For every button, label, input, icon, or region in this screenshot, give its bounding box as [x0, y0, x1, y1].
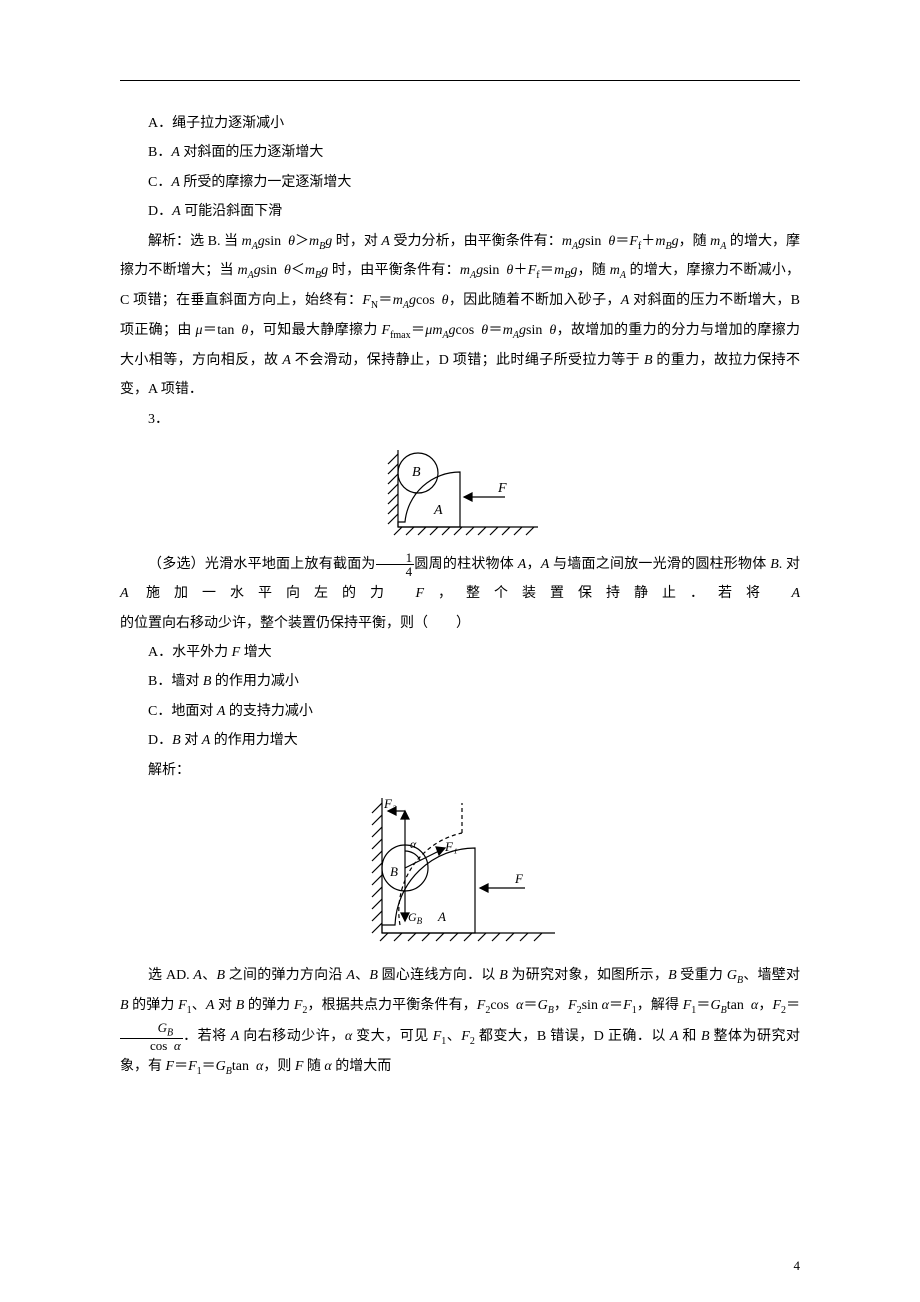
option-c-1-text: C．A 所受的摩擦力一定逐渐增大	[148, 175, 351, 190]
fig2-f: F	[514, 871, 524, 886]
exp2-frac: GBcos α	[120, 1021, 183, 1053]
option-b-1: B．A 对斜面的压力逐渐增大	[120, 138, 800, 167]
fig2-gb: GB	[408, 910, 423, 926]
page-number: 4	[794, 1258, 801, 1274]
top-rule	[120, 80, 800, 81]
option-b-1-text: B．A 对斜面的压力逐渐增大	[148, 145, 323, 160]
figure-2: F₂ F₁ α B A GB F	[350, 793, 570, 953]
fig2-b: B	[390, 864, 398, 879]
explanation-1: 解析：选 B. 当 mAgsin θ＞mBg 时，对 A 受力分析，由平衡条件有…	[120, 227, 800, 405]
figure-1: B A F	[370, 442, 550, 542]
q3-stem-pre: （多选）光滑水平地面上放有截面为	[148, 557, 376, 572]
exp2-frac-den: cos α	[120, 1039, 183, 1052]
option-d-1-text: D．A 可能沿斜面下滑	[148, 204, 282, 219]
solution-label: 解析：	[120, 756, 800, 785]
explanation-2: 选 AD. A、B 之间的弹力方向沿 A、B 圆心连线方向．以 B 为研究对象，…	[120, 961, 800, 1082]
fig2-f1: F₁	[444, 839, 457, 854]
option-a-1: A．绳子拉力逐渐减小	[120, 109, 800, 138]
fig2-f2: F₂	[383, 796, 397, 811]
exp2-frac-num: GB	[120, 1021, 183, 1040]
option-d-2: D．B 对 A 的作用力增大	[120, 726, 800, 755]
q3-frac-den: 4	[376, 565, 415, 578]
q3-frac: 14	[376, 551, 415, 578]
q3-stem: （多选）光滑水平地面上放有截面为14圆周的柱状物体 A，A 与墙面之间放一光滑的…	[120, 550, 800, 638]
q3-frac-num: 1	[376, 551, 415, 565]
fig1-label-f: F	[497, 481, 507, 496]
option-c-1: C．A 所受的摩擦力一定逐渐增大	[120, 168, 800, 197]
fig1-label-a: A	[433, 503, 443, 518]
fig2-a: A	[437, 909, 446, 924]
fig2-alpha: α	[410, 837, 417, 851]
option-b-2: B．墙对 B 的作用力减小	[120, 667, 800, 696]
option-d-1: D．A 可能沿斜面下滑	[120, 197, 800, 226]
option-c-2: C．地面对 A 的支持力减小	[120, 697, 800, 726]
option-a-2: A．水平外力 F 增大	[120, 638, 800, 667]
q3-number: 3．	[120, 405, 800, 434]
fig1-label-b: B	[412, 465, 421, 480]
